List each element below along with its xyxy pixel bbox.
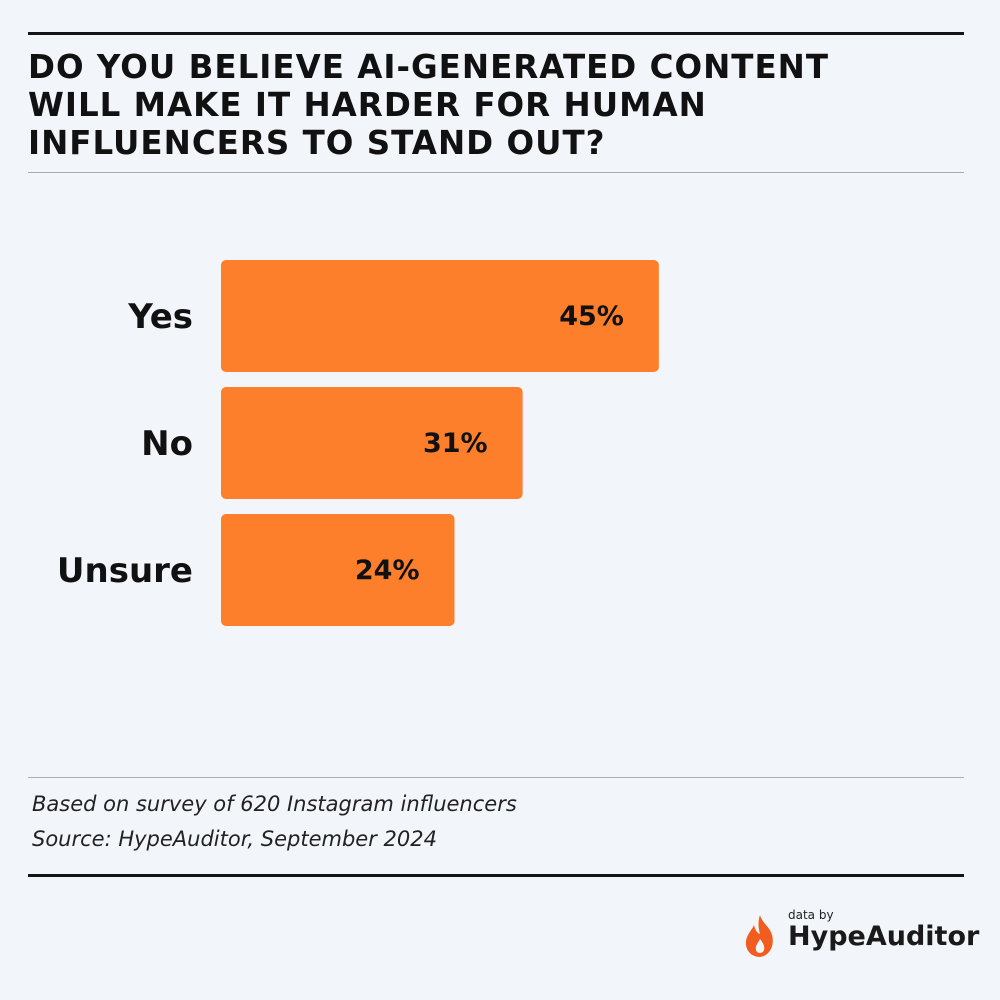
value-label-unsure: 24% [355,555,420,586]
category-label-yes: Yes [127,297,193,337]
bar-no [221,387,523,499]
chart-title: Do you believe AI-generated content will… [28,48,830,162]
bar-chart: Yes 45% No 31% Unsure 24% [57,260,659,626]
bar-unsure [221,514,455,626]
brand-name: HypeAuditor [788,921,980,952]
notes-divider [28,777,964,778]
bottom-rule [28,874,964,877]
value-label-no: 31% [423,428,488,459]
source-note: Source: HypeAuditor, September 2024 [32,827,437,851]
value-label-yes: 45% [559,301,624,332]
category-label-unsure: Unsure [57,551,193,591]
brand-prefix: data by [788,908,834,922]
top-rule [28,32,964,35]
survey-note: Based on survey of 620 Instagram influen… [32,792,517,816]
category-label-no: No [141,424,193,464]
flame-icon [745,915,773,957]
hypeauditor-brand: data by HypeAuditor [740,905,990,965]
title-divider [28,172,964,173]
bar-yes [221,260,659,372]
